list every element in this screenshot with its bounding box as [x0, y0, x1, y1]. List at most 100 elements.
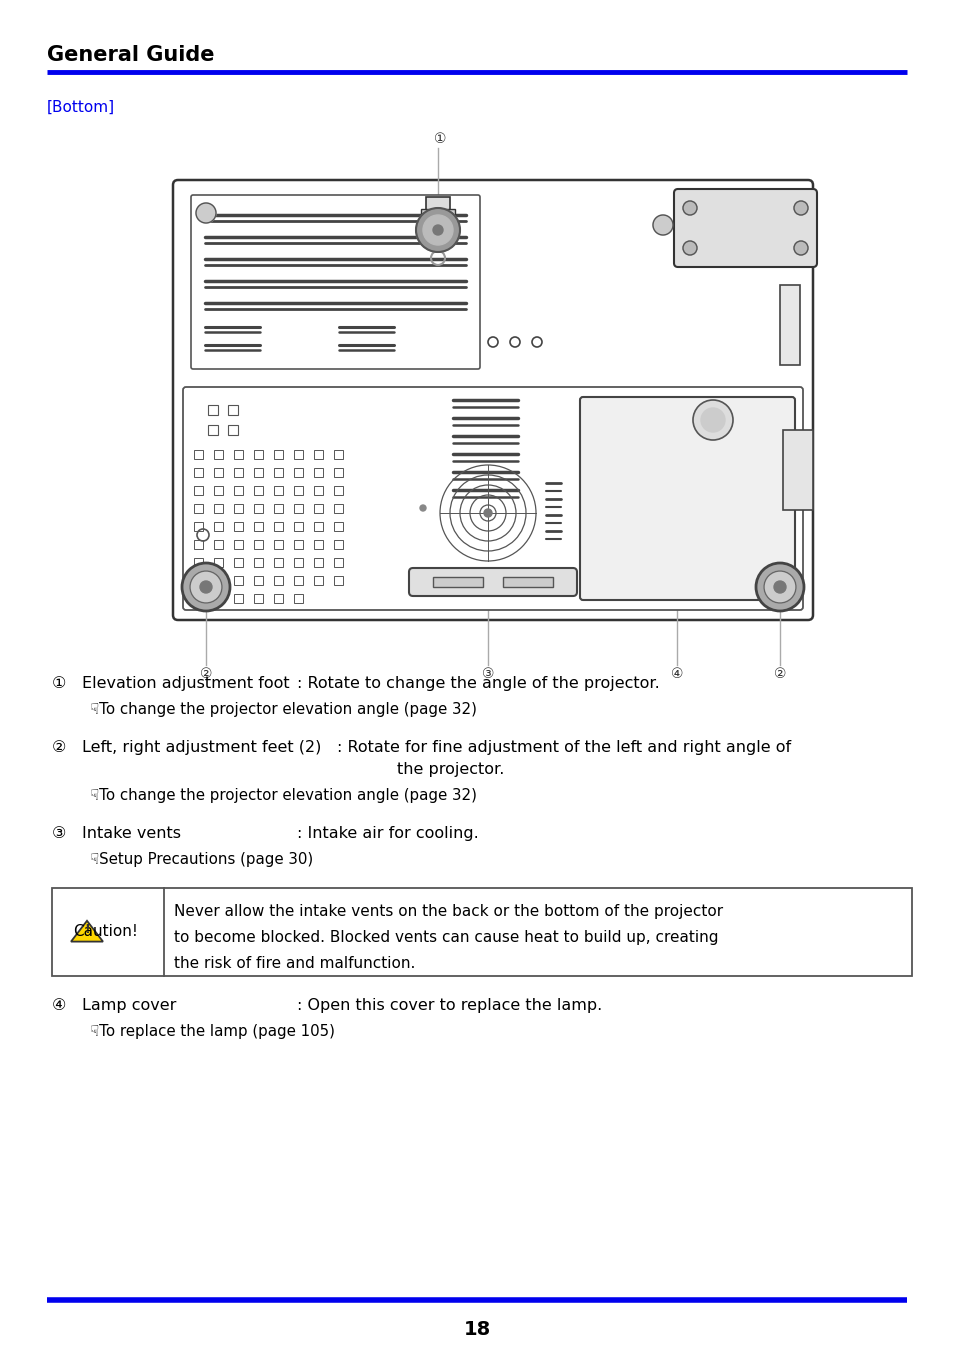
Bar	[294, 468, 303, 477]
Polygon shape	[71, 921, 103, 941]
Bar	[193, 504, 203, 512]
Bar	[294, 539, 303, 549]
Bar	[213, 594, 223, 603]
Bar	[274, 539, 283, 549]
Circle shape	[433, 224, 442, 235]
Bar	[208, 406, 218, 415]
Text: ②: ②	[773, 667, 785, 681]
Circle shape	[422, 215, 453, 245]
Circle shape	[416, 208, 459, 251]
Circle shape	[200, 581, 212, 594]
Circle shape	[195, 203, 215, 223]
FancyBboxPatch shape	[183, 387, 802, 610]
Bar	[294, 522, 303, 531]
Text: : Rotate for fine adjustment of the left and right angle of: : Rotate for fine adjustment of the left…	[336, 740, 790, 754]
Bar	[193, 558, 203, 566]
Text: : Rotate to change the angle of the projector.: : Rotate to change the angle of the proj…	[296, 676, 659, 691]
Bar	[253, 504, 263, 512]
Bar	[253, 522, 263, 531]
Circle shape	[682, 241, 697, 256]
Bar	[334, 522, 343, 531]
Bar	[213, 522, 223, 531]
Bar	[213, 504, 223, 512]
Bar	[314, 504, 323, 512]
Circle shape	[652, 215, 672, 235]
Bar	[233, 485, 243, 495]
Text: !: !	[84, 923, 90, 936]
Bar	[233, 468, 243, 477]
Bar	[274, 504, 283, 512]
Bar	[274, 594, 283, 603]
Bar	[253, 450, 263, 458]
Bar	[233, 594, 243, 603]
Text: ☟To change the projector elevation angle (page 32): ☟To change the projector elevation angle…	[90, 788, 476, 803]
Bar	[420, 210, 455, 219]
Circle shape	[419, 506, 426, 511]
Bar	[213, 450, 223, 458]
Bar	[274, 450, 283, 458]
Bar	[314, 522, 323, 531]
Circle shape	[763, 571, 795, 603]
Text: ①: ①	[434, 132, 446, 146]
Text: the projector.: the projector.	[396, 763, 504, 777]
Bar	[426, 197, 450, 227]
Bar	[228, 425, 237, 435]
Bar	[274, 558, 283, 566]
Circle shape	[773, 581, 785, 594]
Circle shape	[700, 408, 724, 433]
Bar	[253, 576, 263, 585]
Circle shape	[692, 400, 732, 439]
Text: to become blocked. Blocked vents can cause heat to build up, creating: to become blocked. Blocked vents can cau…	[173, 930, 718, 945]
Text: : Open this cover to replace the lamp.: : Open this cover to replace the lamp.	[296, 998, 601, 1013]
Bar	[253, 468, 263, 477]
Bar	[52, 888, 911, 976]
Circle shape	[682, 201, 697, 215]
Bar	[233, 576, 243, 585]
Bar	[228, 406, 237, 415]
Bar	[213, 576, 223, 585]
Bar	[334, 539, 343, 549]
Text: ①: ①	[52, 676, 67, 691]
Bar	[233, 522, 243, 531]
FancyBboxPatch shape	[191, 195, 479, 369]
Bar	[213, 558, 223, 566]
Text: ☟To replace the lamp (page 105): ☟To replace the lamp (page 105)	[90, 1023, 335, 1038]
Bar	[213, 539, 223, 549]
Bar	[274, 522, 283, 531]
Text: General Guide: General Guide	[47, 45, 214, 65]
Circle shape	[793, 201, 807, 215]
Text: ④: ④	[670, 667, 682, 681]
Text: ③: ③	[52, 826, 67, 841]
Text: Left, right adjustment feet (2): Left, right adjustment feet (2)	[82, 740, 321, 754]
Bar	[253, 594, 263, 603]
Text: ②: ②	[199, 667, 212, 681]
FancyBboxPatch shape	[673, 189, 816, 266]
Circle shape	[793, 241, 807, 256]
Text: ②: ②	[52, 740, 67, 754]
Bar	[334, 450, 343, 458]
Bar	[233, 558, 243, 566]
Bar	[314, 450, 323, 458]
Bar	[314, 485, 323, 495]
Bar	[334, 558, 343, 566]
Bar	[193, 450, 203, 458]
Circle shape	[182, 562, 230, 611]
Text: ③: ③	[481, 667, 494, 681]
Bar	[294, 594, 303, 603]
Circle shape	[190, 571, 222, 603]
Bar	[233, 450, 243, 458]
Bar	[208, 425, 218, 435]
Bar	[193, 485, 203, 495]
Bar	[193, 594, 203, 603]
Bar	[213, 468, 223, 477]
Bar	[334, 485, 343, 495]
Bar	[314, 539, 323, 549]
Circle shape	[755, 562, 803, 611]
Bar	[193, 576, 203, 585]
Bar	[334, 468, 343, 477]
Bar	[334, 576, 343, 585]
FancyBboxPatch shape	[579, 397, 794, 600]
Bar	[294, 485, 303, 495]
FancyBboxPatch shape	[409, 568, 577, 596]
Bar	[433, 577, 482, 587]
